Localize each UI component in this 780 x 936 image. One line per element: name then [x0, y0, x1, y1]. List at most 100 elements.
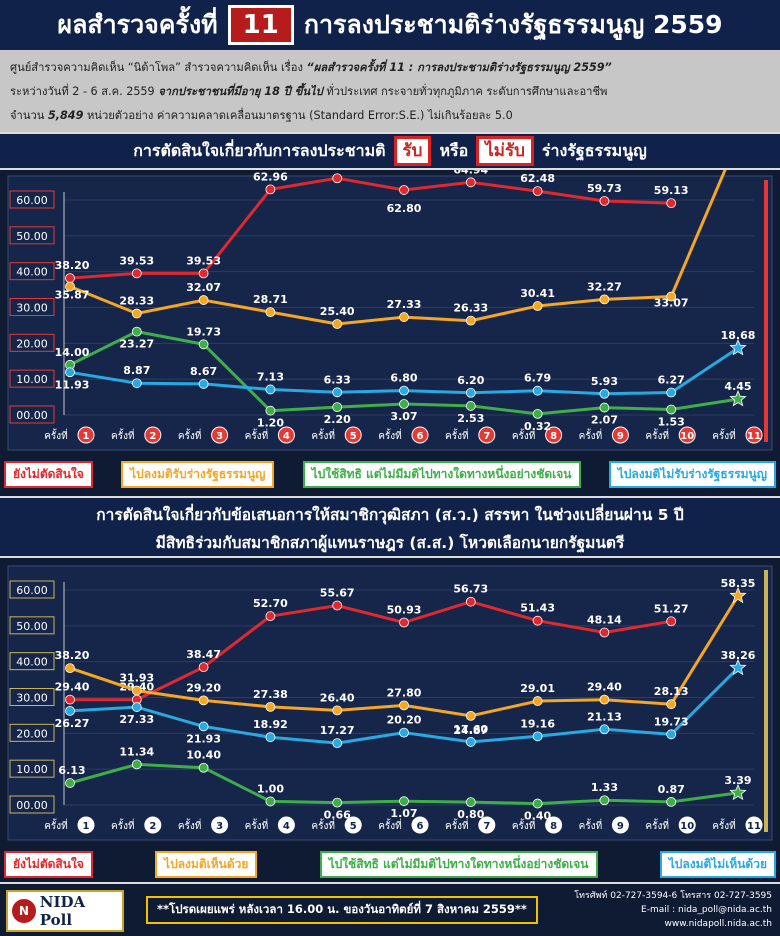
right-accent-bar [764, 570, 768, 832]
intro-line-2a: ระหว่างวันที่ 2 - 6 ส.ค. 2559 [10, 85, 155, 98]
data-point [131, 308, 142, 319]
intro-line-3: จำนวน 5,849 หน่วยตัวอย่าง ค่าความคลาดเคล… [10, 104, 770, 128]
title-bar: ผลสำรวจครั้งที่ 11 การลงประชามติร่างรัฐธ… [0, 0, 780, 50]
data-label: 29.20 [186, 681, 221, 694]
y-tick-label: 60.00 [16, 194, 48, 207]
y-tick-box [9, 652, 55, 671]
x-tick-prefix: ครั้งที่ [712, 818, 736, 832]
data-label: 32.27 [587, 280, 622, 293]
data-label: 58.35 [721, 577, 756, 590]
data-point [131, 759, 142, 770]
data-point [399, 796, 409, 807]
data-label: 6.20 [457, 374, 484, 387]
data-label: 6.13 [58, 764, 85, 777]
data-label: 26.40 [320, 691, 355, 704]
data-point [599, 795, 610, 806]
x-tick-badge [211, 816, 229, 834]
data-point [198, 268, 209, 279]
data-label: 28.33 [119, 294, 154, 307]
referendum-line-chart: 00.00 10.00 20.00 30.00 40.00 50.00 60.00 ครั้ง… [7, 170, 773, 451]
data-label: 27.33 [387, 298, 422, 311]
data-label: 6.80 [390, 372, 417, 385]
data-point [399, 385, 409, 396]
data-point [265, 405, 276, 416]
x-tick-label: 7 [483, 821, 490, 832]
data-point [599, 694, 610, 705]
x-tick-badge [478, 426, 496, 444]
star-marker [729, 586, 747, 604]
x-tick-prefix: ครั้งที่ [44, 818, 68, 832]
data-point [131, 326, 142, 337]
data-label: 7.13 [257, 370, 284, 383]
star-marker [729, 390, 747, 407]
x-tick-badge [545, 426, 563, 444]
data-label: 28.13 [654, 685, 689, 698]
intro-line-3b: 5,849 [47, 109, 84, 122]
data-label: 26.27 [55, 717, 90, 730]
star-marker [729, 783, 747, 801]
data-label: 17.27 [320, 724, 355, 737]
data-point [198, 379, 209, 389]
x-tick-label: 10 [680, 431, 694, 442]
x-tick-prefix: ครั้งที่ [512, 428, 536, 442]
x-tick-badge [144, 426, 162, 444]
data-point [399, 399, 409, 409]
intro-line-3c: หน่วยตัวอย่าง ค่าความคลาดเคลื่อนมาตรฐาน … [86, 109, 513, 122]
data-label: 29.40 [587, 681, 622, 694]
data-point [399, 312, 409, 322]
data-point [666, 699, 677, 710]
series-line [70, 600, 672, 702]
data-label: 1.53 [658, 416, 685, 429]
data-point [399, 727, 409, 738]
data-label: 1.00 [257, 782, 284, 795]
data-point [265, 184, 276, 195]
data-label: 62.96 [253, 170, 288, 183]
data-point [332, 319, 343, 329]
x-tick-label: 8 [550, 431, 557, 442]
data-point [198, 662, 209, 673]
x-tick-label: 10 [680, 821, 694, 832]
intro-line-2b: จากประชาชนที่มีอายุ 18 ปี ขึ้นไป [158, 85, 323, 98]
y-tick-box [9, 190, 55, 209]
x-tick-label: 9 [617, 821, 624, 832]
data-point [265, 796, 276, 807]
data-label: 1.20 [257, 417, 284, 430]
data-label: 4.45 [724, 380, 751, 393]
data-point [465, 737, 476, 747]
series-line [69, 176, 672, 280]
data-label: 39.53 [186, 254, 221, 267]
data-label: 0.66 [324, 809, 351, 822]
intro-line-1: ศูนย์สำรวจความคิดเห็น “นิด้าโพล” สำรวจคว… [10, 56, 770, 80]
legend-item: ไปลงมติเห็นด้วย [155, 850, 258, 878]
y-tick-label: 60.00 [16, 584, 48, 597]
x-tick-badge [344, 426, 362, 444]
data-label: 64.94 [453, 170, 488, 176]
x-tick-badge [545, 816, 563, 834]
x-tick-prefix: ครั้งที่ [245, 818, 269, 832]
x-tick-badge [211, 426, 229, 444]
data-label: 29.01 [520, 682, 555, 695]
data-point [666, 796, 677, 807]
data-point [599, 196, 610, 206]
data-point [265, 384, 276, 395]
data-point [198, 339, 209, 350]
data-point [465, 315, 476, 326]
data-label: 29.40 [55, 681, 90, 694]
data-point [465, 177, 476, 188]
data-label: 23.27 [119, 338, 154, 351]
data-point [599, 724, 610, 735]
data-label: 21.13 [587, 710, 622, 723]
data-label: 31.93 [119, 672, 154, 685]
data-point [532, 385, 543, 396]
data-label: 2.20 [324, 413, 351, 426]
data-point [599, 388, 610, 399]
data-point [532, 798, 543, 809]
data-point [532, 615, 543, 626]
release-notice: **โปรดเผยแพร่ หลังเวลา 16.00 น. ของวันอา… [146, 896, 538, 924]
x-tick-label: 9 [617, 431, 624, 442]
referendum-legend: ยังไม่ตัดสินใจ ไปลงมติรับร่างรัฐธรรมนูญ ไป… [0, 458, 780, 490]
data-label: 0.40 [524, 810, 551, 823]
y-tick-box [9, 759, 55, 778]
x-tick-prefix: ครั้งที่ [311, 428, 335, 442]
data-label: 27.80 [387, 686, 422, 699]
